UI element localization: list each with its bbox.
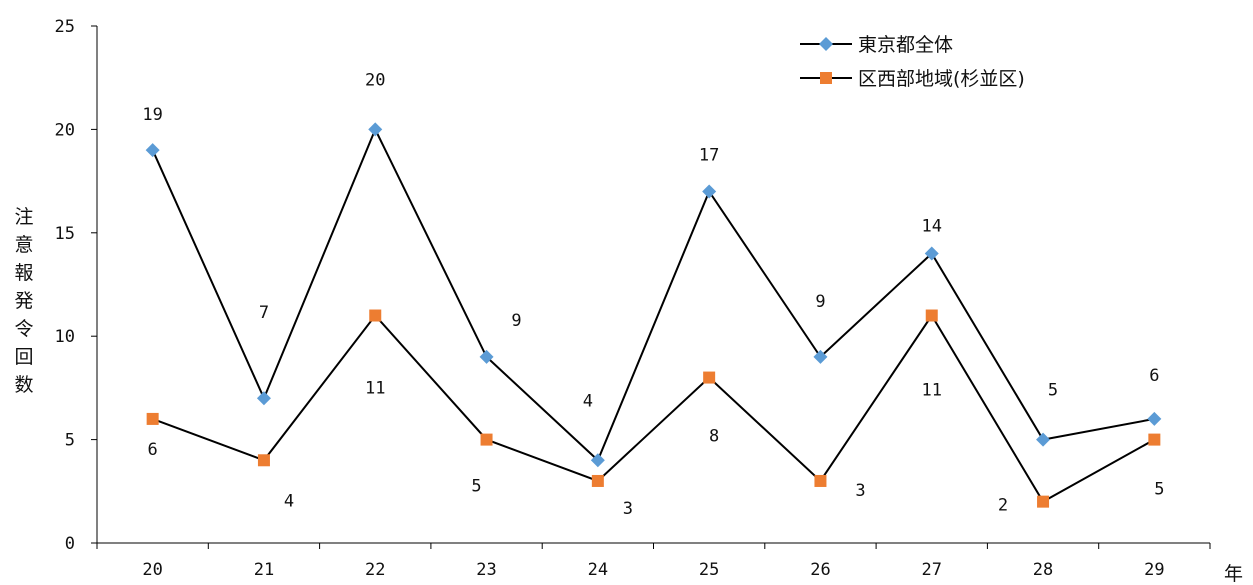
x-tick-label: 22: [365, 560, 385, 580]
diamond-marker: [1036, 432, 1051, 447]
data-label: 5: [1048, 381, 1058, 401]
legend-label: 区西部地域(杉並区): [858, 68, 1025, 90]
y-axis-label-char: 注: [14, 206, 33, 228]
series-line: [151, 126, 1155, 462]
data-label: 6: [1149, 366, 1159, 386]
data-label: 9: [815, 292, 825, 312]
data-labels: 19 7 20 9 4 17 9 14 5 6 6 4 11 5 3 8 3 11 2 5: [142, 70, 1164, 519]
legend-square-marker: [820, 72, 832, 84]
diamond-marker: [1147, 411, 1162, 426]
x-tick-labels: 20 21 22 23 24 25 26 27 28 29: [142, 560, 1164, 580]
y-tick-labels: 0 5 10 15 20 25: [55, 17, 75, 554]
y-axis-label-char: 報: [14, 262, 33, 284]
square-marker: [146, 412, 159, 425]
series-lines: [151, 126, 1155, 503]
data-label: 7: [259, 303, 269, 323]
y-axis-label: 注意報発令回数: [14, 206, 33, 396]
diamond-marker: [145, 143, 160, 158]
square-marker: [591, 474, 604, 487]
diamond-marker: [479, 349, 494, 364]
square-marker: [925, 309, 938, 322]
data-label: 3: [623, 499, 633, 519]
data-label: 6: [148, 440, 158, 460]
y-tick-label: 10: [55, 327, 75, 347]
data-label: 20: [365, 70, 385, 90]
data-label: 5: [1154, 480, 1164, 500]
y-tick-label: 25: [55, 17, 75, 37]
y-tick-label: 15: [55, 224, 75, 244]
data-label: 8: [709, 427, 719, 447]
data-label: 5: [471, 477, 481, 497]
y-axis-label-char: 令: [14, 318, 33, 340]
x-tick-label: 26: [810, 560, 830, 580]
y-tick-label: 20: [55, 120, 75, 140]
square-marker: [1037, 495, 1050, 508]
square-marker: [480, 433, 493, 446]
x-tick-label: 25: [699, 560, 719, 580]
x-tick-label: 29: [1144, 560, 1164, 580]
data-label: 11: [365, 379, 385, 399]
diamond-marker: [702, 184, 717, 199]
square-marker: [257, 454, 270, 467]
data-label: 4: [284, 491, 294, 511]
data-label: 14: [922, 216, 942, 236]
axes: [91, 25, 1211, 549]
square-marker: [814, 474, 827, 487]
x-tick-label: 23: [476, 560, 496, 580]
diamond-marker: [924, 246, 939, 261]
x-tick-label: 24: [588, 560, 608, 580]
series-markers: [145, 122, 1162, 508]
square-marker: [369, 309, 382, 322]
diamond-marker: [590, 453, 605, 468]
x-tick-label: 20: [142, 560, 162, 580]
y-axis-label-char: 回: [14, 346, 33, 368]
series-line: [152, 313, 1155, 503]
data-label: 19: [142, 105, 162, 125]
y-axis-label-char: 数: [14, 374, 33, 396]
y-tick-label: 5: [65, 431, 75, 451]
x-tick-label: 21: [254, 560, 274, 580]
data-label: 11: [922, 381, 942, 401]
y-tick-label: 0: [65, 534, 75, 554]
data-label: 3: [855, 481, 865, 501]
x-tick-label: 28: [1033, 560, 1053, 580]
data-label: 2: [998, 496, 1008, 516]
data-label: 4: [583, 391, 593, 411]
square-marker: [703, 371, 716, 384]
data-label: 9: [511, 311, 521, 331]
y-axis-label-char: 意: [14, 234, 33, 256]
data-label: 17: [699, 145, 719, 165]
square-marker: [1148, 433, 1161, 446]
x-tick-label: 27: [922, 560, 942, 580]
legend-label: 東京都全体: [858, 34, 953, 56]
y-axis-label-char: 発: [14, 290, 33, 312]
diamond-marker: [256, 391, 271, 406]
legend-diamond-marker: [819, 37, 833, 51]
diamond-marker: [813, 349, 828, 364]
x-axis-unit: 年: [1224, 563, 1243, 585]
diamond-marker: [368, 122, 383, 137]
